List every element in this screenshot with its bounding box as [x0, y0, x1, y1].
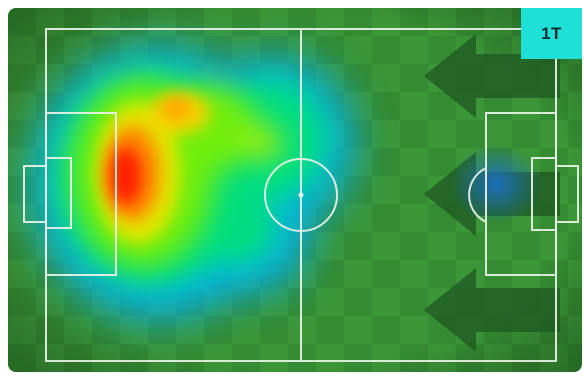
left-goal — [23, 165, 47, 223]
period-label: 1T — [541, 23, 562, 43]
right-goal — [555, 165, 579, 223]
right-penalty-arc — [468, 167, 487, 223]
period-badge[interactable]: 1T — [521, 8, 582, 59]
centre-spot — [298, 192, 304, 198]
pitch-canvas — [8, 8, 582, 372]
centre-circle — [264, 158, 338, 232]
heat-density-layer — [33, 48, 542, 318]
pitch — [8, 8, 582, 372]
pitch-lines — [23, 28, 579, 362]
arrow-icon — [424, 268, 560, 352]
